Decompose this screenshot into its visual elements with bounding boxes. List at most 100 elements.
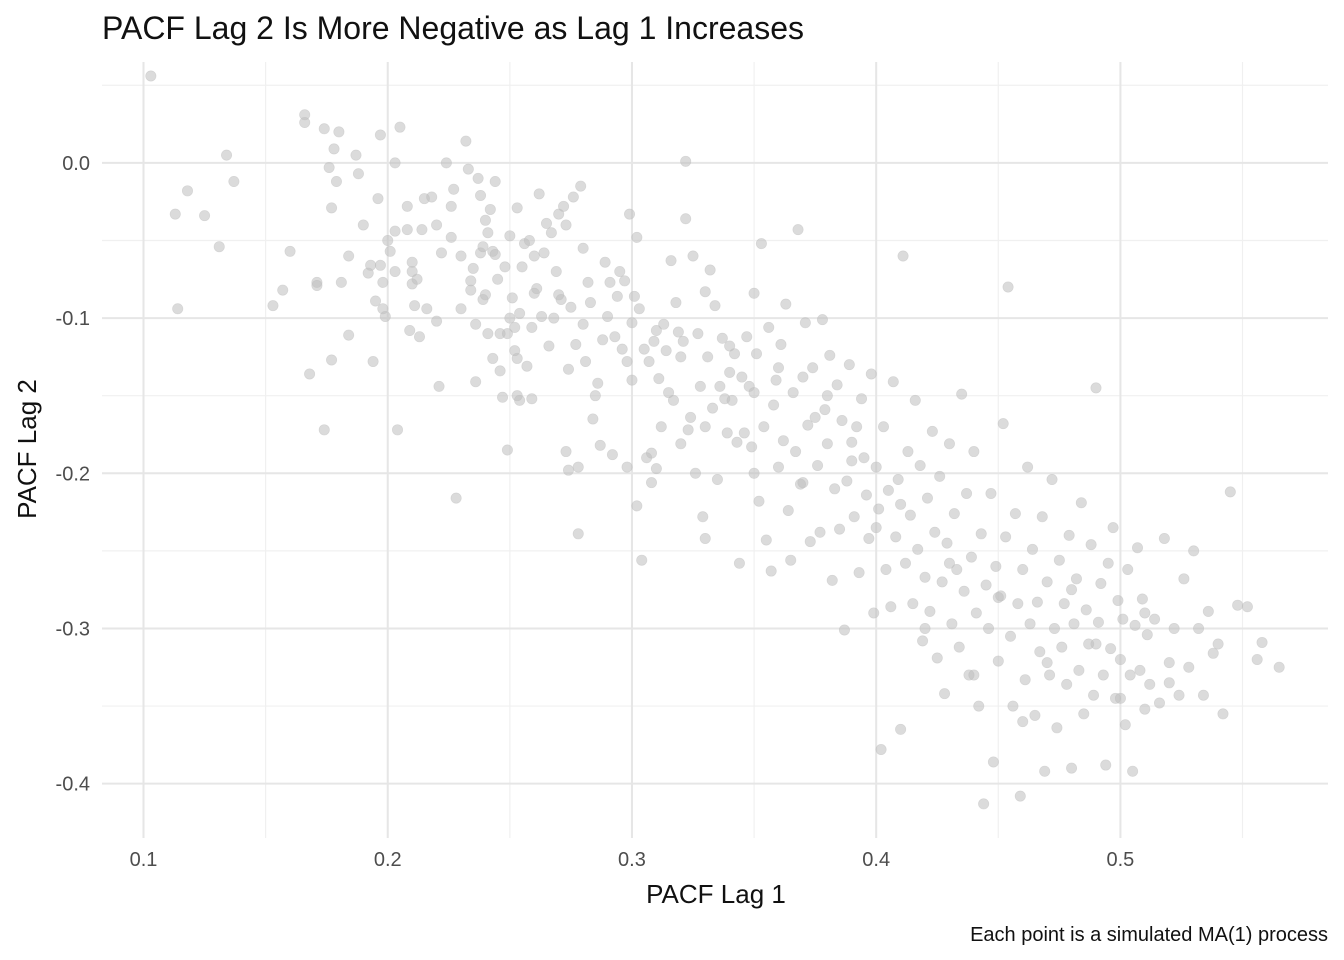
scatter-point: [926, 425, 938, 437]
scatter-point: [609, 331, 621, 343]
scatter-point: [523, 234, 535, 246]
scatter-point: [501, 444, 513, 456]
scatter-point: [890, 531, 902, 543]
scatter-point: [1066, 584, 1078, 596]
scatter-point: [467, 262, 479, 274]
scatter-point: [616, 343, 628, 355]
scatter-point: [572, 528, 584, 540]
scatter-point: [1090, 638, 1102, 650]
scatter-point: [1078, 708, 1090, 720]
scatter-point: [1075, 497, 1087, 509]
scatter-point: [394, 121, 406, 133]
scatter-point: [802, 419, 814, 431]
scatter-point: [1102, 557, 1114, 569]
scatter-point: [472, 172, 484, 184]
scatter-point: [628, 290, 640, 302]
scatter-point: [821, 438, 833, 450]
scatter-point: [599, 256, 611, 268]
scatter-point: [526, 393, 538, 405]
scatter-point: [1251, 654, 1263, 666]
scatter-point: [975, 528, 987, 540]
scatter-point: [716, 332, 728, 344]
scatter-point: [758, 421, 770, 433]
scatter-point: [895, 723, 907, 735]
scatter-point: [699, 532, 711, 544]
scatter-point: [741, 331, 753, 343]
scatter-point: [680, 155, 692, 167]
scatter-point: [499, 261, 511, 273]
scatter-point: [953, 641, 965, 653]
scatter-point: [1019, 674, 1031, 686]
scatter-point: [409, 300, 421, 312]
scatter-point: [917, 635, 929, 647]
scatter-point: [411, 273, 423, 285]
scatter-point: [804, 536, 816, 548]
scatter-point: [384, 245, 396, 257]
scatter-point: [465, 284, 477, 296]
scatter-point: [318, 123, 330, 135]
scatter-point: [836, 415, 848, 427]
scatter-point: [919, 571, 931, 583]
scatter-point: [948, 508, 960, 520]
scatter-point: [631, 500, 643, 512]
scatter-point: [699, 286, 711, 298]
scatter-point: [1012, 598, 1024, 610]
scatter-point: [733, 557, 745, 569]
scatter-point: [392, 424, 404, 436]
x-axis-title: PACF Lag 1: [646, 879, 786, 909]
scatter-point: [299, 117, 311, 129]
scatter-point: [765, 565, 777, 577]
scatter-point: [597, 334, 609, 346]
scatter-point: [821, 390, 833, 402]
scatter-point: [479, 214, 491, 226]
scatter-point: [1009, 508, 1021, 520]
scatter-point: [1144, 678, 1156, 690]
scatter-point: [677, 335, 689, 347]
scatter-point: [694, 380, 706, 392]
scatter-point: [374, 129, 386, 141]
scatter-point: [899, 557, 911, 569]
scatter-point: [885, 601, 897, 613]
scatter-point: [736, 371, 748, 383]
scatter-point: [912, 543, 924, 555]
scatter-point: [655, 421, 667, 433]
scatter-point: [714, 380, 726, 392]
scatter-point: [992, 591, 1004, 603]
scatter-point: [660, 345, 672, 357]
scatter-point: [1034, 646, 1046, 658]
scatter-point: [626, 374, 638, 386]
scatter-point: [782, 505, 794, 517]
scatter-point: [487, 352, 499, 364]
scatter-point: [445, 200, 457, 212]
scatter-point: [531, 283, 543, 295]
x-tick-label: 0.5: [1107, 849, 1135, 871]
scatter-point: [145, 70, 157, 82]
scatter-point: [819, 404, 831, 416]
scatter-point: [470, 376, 482, 388]
scatter-point: [792, 224, 804, 236]
scatter-point: [909, 394, 921, 406]
y-tick-label: -0.3: [56, 618, 90, 640]
scatter-point: [277, 284, 289, 296]
scatter-point: [577, 242, 589, 254]
scatter-point: [1139, 607, 1151, 619]
scatter-point: [440, 157, 452, 169]
scatter-point: [1241, 601, 1253, 613]
scatter-point: [199, 210, 211, 222]
scatter-point: [1002, 281, 1014, 293]
scatter-point: [1183, 661, 1195, 673]
scatter-point: [958, 585, 970, 597]
scatter-point: [1061, 678, 1073, 690]
scatter-point: [326, 354, 338, 366]
scatter-point: [1163, 677, 1175, 689]
scatter-point: [606, 449, 618, 461]
scatter-point: [870, 522, 882, 534]
scatter-point: [1149, 613, 1161, 625]
scatter-point: [1088, 689, 1100, 701]
scatter-point: [614, 266, 626, 278]
scatter-point: [284, 245, 296, 257]
scatter-point: [868, 607, 880, 619]
scatter-point: [824, 349, 836, 361]
scatter-point: [343, 329, 355, 341]
scatter-point: [951, 564, 963, 576]
